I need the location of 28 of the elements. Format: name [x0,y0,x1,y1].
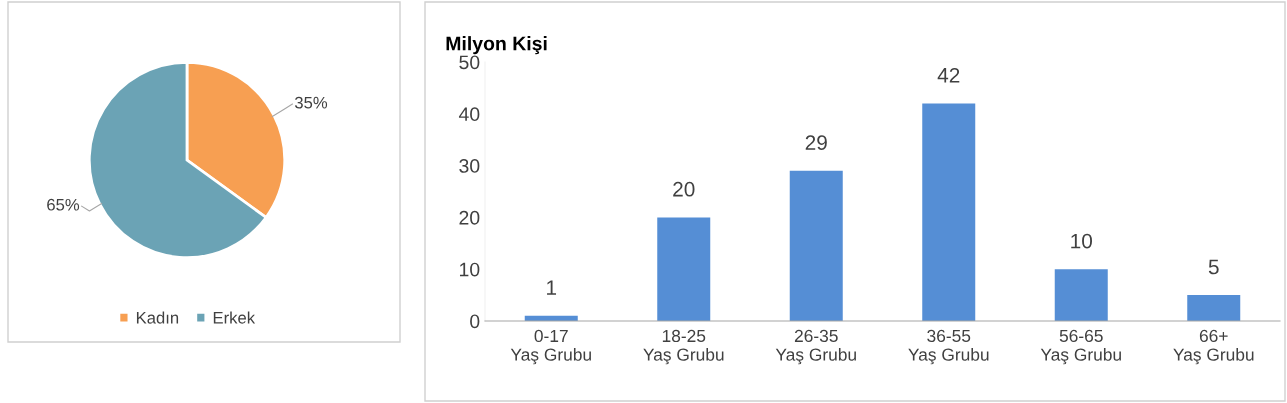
data-label: 42 [937,67,960,83]
bar [657,217,711,321]
y-tick-label: 40 [458,107,480,122]
data-label: 65% [47,198,80,211]
y-tick-label: 20 [459,210,480,225]
data-label: 29 [805,135,827,150]
x-tick-label: 0-17 Yaş Grubu [510,329,591,365]
data-label: 35% [294,96,328,109]
bar [789,170,843,321]
y-tick-label: 0 [470,314,480,329]
data-label: 1 [547,280,557,295]
y-axis-title: Milyon Kişi [446,36,547,55]
x-tick-label: 66+ Yaş Grubu [1173,329,1254,365]
legend-label: Kadın [136,311,179,324]
x-tick-label: 18-25 Yaş Grubu [643,329,724,365]
bar [922,103,976,321]
x-tick-label: 26-35 Yaş Grubu [775,329,856,365]
data-label: 10 [1071,233,1093,249]
x-tick-label: 36-55 Yaş Grubu [908,329,989,365]
y-tick-label: 10 [460,262,480,277]
data-label: 20 [673,181,695,197]
bar [1054,269,1108,321]
y-tick-label: 30 [459,159,480,173]
y-tick-label: 50 [459,55,480,70]
x-tick-label: 56-65 Yaş Grubu [1040,329,1121,365]
legend-label: Erkek [213,311,256,324]
data-label: 5 [1208,259,1219,275]
bar [1187,295,1241,321]
